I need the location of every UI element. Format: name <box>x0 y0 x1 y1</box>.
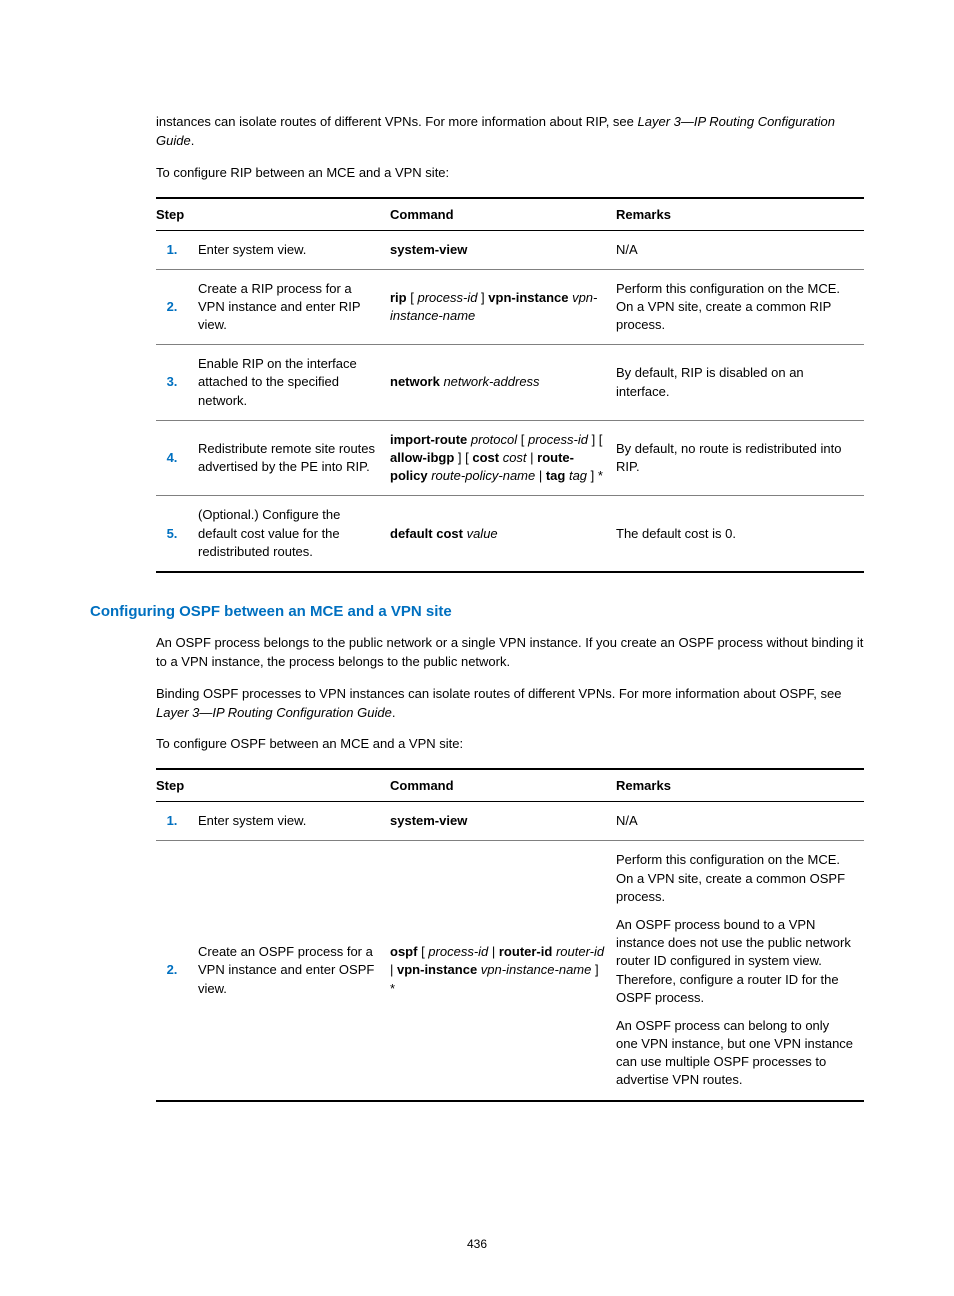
step-desc: Create an OSPF process for a VPN instanc… <box>198 841 390 1101</box>
cmd-param: tag <box>565 468 587 483</box>
cmd-keyword: default cost <box>390 526 463 541</box>
step-number: 1. <box>156 802 198 841</box>
step-remarks: The default cost is 0. <box>616 496 864 572</box>
cmd-text: [ <box>417 944 428 959</box>
cmd-param: process-id <box>428 944 488 959</box>
cmd-text: [ <box>521 432 528 447</box>
step-command: ospf [ process-id | router-id router-id … <box>390 841 616 1101</box>
table-row: 4. Redistribute remote site routes adver… <box>156 420 864 496</box>
table-row: 1. Enter system view. system-view N/A <box>156 230 864 269</box>
cmd-text: [ <box>407 290 418 305</box>
ospf-config-table: Step Command Remarks 1. Enter system vie… <box>156 768 864 1101</box>
table-row: 1. Enter system view. system-view N/A <box>156 802 864 841</box>
step-number: 2. <box>156 841 198 1101</box>
cmd-keyword: network <box>390 374 440 389</box>
step-number: 3. <box>156 345 198 421</box>
th-step: Step <box>156 769 390 802</box>
cmd-keyword: import-route <box>390 432 467 447</box>
cmd-text: ] * <box>587 468 603 483</box>
th-command: Command <box>390 769 616 802</box>
page-container: instances can isolate routes of differen… <box>0 0 954 1296</box>
step-remarks: Perform this configuration on the MCE. O… <box>616 841 864 1101</box>
intro-paragraph-1: instances can isolate routes of differen… <box>90 113 864 151</box>
step-command: system-view <box>390 230 616 269</box>
ospf-p2-text2: . <box>392 705 396 720</box>
cmd-param: value <box>463 526 498 541</box>
section-heading-ospf: Configuring OSPF between an MCE and a VP… <box>90 603 864 620</box>
cmd-text: ] <box>477 290 488 305</box>
cmd-keyword: rip <box>390 290 407 305</box>
remarks-p2: An OSPF process bound to a VPN instance … <box>616 916 854 1007</box>
table-row: 5. (Optional.) Configure the default cos… <box>156 496 864 572</box>
remarks-p3: An OSPF process can belong to only one V… <box>616 1017 854 1090</box>
ospf-p2-ref: Layer 3—IP Routing Configuration Guide <box>156 705 392 720</box>
th-command: Command <box>390 198 616 231</box>
step-desc: (Optional.) Configure the default cost v… <box>198 496 390 572</box>
table-row: 2. Create an OSPF process for a VPN inst… <box>156 841 864 1101</box>
ospf-paragraph-3: To configure OSPF between an MCE and a V… <box>90 735 864 754</box>
cmd-param: cost <box>499 450 526 465</box>
cmd-keyword: cost <box>472 450 499 465</box>
cmd-keyword: ospf <box>390 944 417 959</box>
step-command: system-view <box>390 802 616 841</box>
cmd-keyword: tag <box>546 468 566 483</box>
step-desc: Redistribute remote site routes advertis… <box>198 420 390 496</box>
step-remarks: N/A <box>616 230 864 269</box>
cmd-param: router-id <box>552 944 604 959</box>
th-step: Step <box>156 198 390 231</box>
step-desc: Enable RIP on the interface attached to … <box>198 345 390 421</box>
cmd-param: protocol <box>467 432 520 447</box>
cmd-keyword: vpn-instance <box>397 962 477 977</box>
ospf-paragraph-2: Binding OSPF processes to VPN instances … <box>90 685 864 723</box>
cmd-keyword: vpn-instance <box>488 290 568 305</box>
cmd-param: network-address <box>440 374 540 389</box>
step-desc: Enter system view. <box>198 802 390 841</box>
cmd-text: | <box>488 944 499 959</box>
rip-config-table: Step Command Remarks 1. Enter system vie… <box>156 197 864 573</box>
step-remarks: Perform this configuration on the MCE. O… <box>616 269 864 345</box>
cmd-text: | <box>390 962 397 977</box>
cmd-text: | <box>535 468 546 483</box>
th-remarks: Remarks <box>616 198 864 231</box>
cmd-param: route-policy-name <box>428 468 536 483</box>
cmd-param: process-id <box>528 432 588 447</box>
step-desc: Create a RIP process for a VPN instance … <box>198 269 390 345</box>
step-command: network network-address <box>390 345 616 421</box>
step-remarks: By default, no route is redistributed in… <box>616 420 864 496</box>
step-number: 4. <box>156 420 198 496</box>
table-row: 2. Create a RIP process for a VPN instan… <box>156 269 864 345</box>
intro-paragraph-2: To configure RIP between an MCE and a VP… <box>90 164 864 183</box>
step-command: rip [ process-id ] vpn-instance vpn-inst… <box>390 269 616 345</box>
remarks-p1: Perform this configuration on the MCE. O… <box>616 851 854 906</box>
step-number: 5. <box>156 496 198 572</box>
cmd-text: ] [ <box>454 450 472 465</box>
intro-text-1b: . <box>191 133 195 148</box>
cmd-keyword: router-id <box>499 944 552 959</box>
cmd-param: process-id <box>417 290 477 305</box>
table-row: 3. Enable RIP on the interface attached … <box>156 345 864 421</box>
ospf-paragraph-1: An OSPF process belongs to the public ne… <box>90 634 864 672</box>
th-remarks: Remarks <box>616 769 864 802</box>
step-command: default cost value <box>390 496 616 572</box>
page-number: 436 <box>0 1237 954 1251</box>
cmd-text: ] [ <box>588 432 602 447</box>
ospf-p2-text: Binding OSPF processes to VPN instances … <box>156 686 841 701</box>
step-remarks: N/A <box>616 802 864 841</box>
cmd-text: | <box>527 450 538 465</box>
step-remarks: By default, RIP is disabled on an interf… <box>616 345 864 421</box>
step-desc: Enter system view. <box>198 230 390 269</box>
intro-text-1: instances can isolate routes of differen… <box>156 114 638 129</box>
step-command: import-route protocol [ process-id ] [ a… <box>390 420 616 496</box>
cmd-keyword: allow-ibgp <box>390 450 454 465</box>
step-number: 2. <box>156 269 198 345</box>
cmd-param: vpn-instance-name <box>477 962 591 977</box>
step-number: 1. <box>156 230 198 269</box>
